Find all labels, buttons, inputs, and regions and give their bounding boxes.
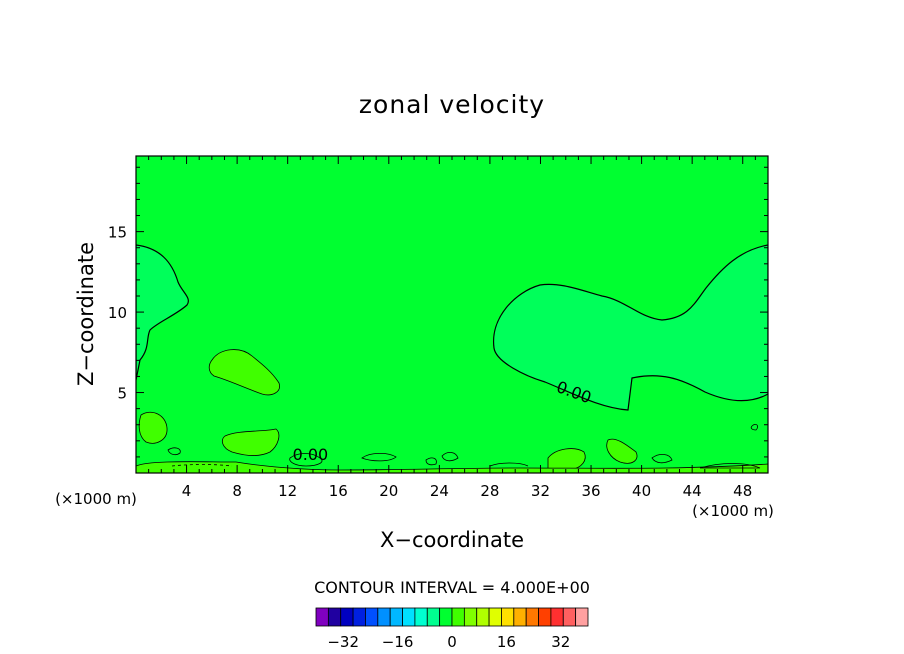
contour-line-label: 0.00: [293, 445, 329, 464]
colorbar-swatch: [414, 607, 428, 627]
contour-patch-leftlow: [138, 411, 168, 444]
x-tick-label: 4: [182, 482, 192, 500]
y-axis: 5 10 15: [108, 166, 768, 458]
x-tick-label: 40: [632, 482, 651, 500]
x-tick-label: 24: [430, 482, 449, 500]
y-tick-label: 10: [108, 304, 127, 322]
contour-band-surface: [136, 461, 768, 473]
x-axis-label: X−coordinate: [380, 528, 524, 552]
x-tick-label: 36: [581, 482, 600, 500]
contour-region-left: [136, 244, 189, 381]
colorbar-swatch: [488, 607, 502, 627]
x-unit-right: (×1000 m): [692, 502, 774, 520]
colorbar-swatch: [538, 607, 552, 627]
colorbar-tick-label: −32: [327, 633, 359, 651]
colorbar-tick-label: 32: [551, 633, 570, 651]
small-contours: [167, 423, 761, 469]
x-tick-label: 8: [232, 482, 242, 500]
colorbar-swatch: [389, 607, 403, 627]
x-axis: 4 8 12 16 20 24 28 32 36 40 44 48: [148, 156, 756, 500]
x-tick-label: 44: [683, 482, 702, 500]
colorbar-swatch: [562, 607, 577, 627]
x-tick-label: 12: [278, 482, 297, 500]
colorbar-swatch: [352, 607, 366, 627]
colorbar-tick-label: 0: [447, 633, 457, 651]
colorbar-swatch: [451, 607, 465, 627]
colorbar-tick-label: −16: [382, 633, 414, 651]
contour-patch-8-12: [221, 428, 280, 456]
colorbar-swatch: [402, 607, 416, 627]
colorbar-swatch: [525, 607, 539, 627]
plot-area: 0.000.00: [136, 156, 768, 473]
colorbar-tick-label: 16: [497, 633, 516, 651]
x-unit-left: (×1000 m): [55, 490, 137, 508]
chart-title: zonal velocity: [359, 90, 545, 119]
colorbar-swatch: [476, 607, 490, 627]
colorbar-swatch: [513, 607, 527, 627]
colorbar-swatch: [439, 607, 453, 627]
y-axis-label: Z−coordinate: [74, 242, 98, 386]
background-field: [136, 156, 768, 473]
colorbar-swatch: [463, 607, 478, 627]
colorbar-swatch: [575, 607, 589, 627]
contour-interval-text: CONTOUR INTERVAL = 4.000E+00: [314, 578, 590, 597]
x-tick-label: 20: [379, 482, 398, 500]
colorbar-swatch: [426, 607, 441, 627]
colorbar-swatch: [501, 607, 515, 627]
x-tick-label: 32: [531, 482, 550, 500]
colorbar-swatch: [377, 607, 391, 627]
contour-region-right: [493, 244, 768, 411]
dashed-contour: [171, 464, 233, 467]
contour-patch-38-40: [606, 438, 638, 464]
y-tick-label: 15: [108, 224, 127, 242]
colorbar-swatch: [550, 607, 564, 627]
colorbar-swatch: [315, 607, 329, 627]
colorbar-swatch: [340, 607, 354, 627]
x-tick-label: 28: [480, 482, 499, 500]
contour-patch-mid: [208, 349, 280, 396]
x-tick-label: 16: [329, 482, 348, 500]
y-tick-label: 5: [117, 385, 127, 403]
colorbar-swatch: [365, 607, 379, 627]
colorbar-swatch: [327, 607, 342, 627]
x-tick-label: 48: [733, 482, 752, 500]
colorbar: −32 −16 0 16 32: [315, 607, 589, 651]
